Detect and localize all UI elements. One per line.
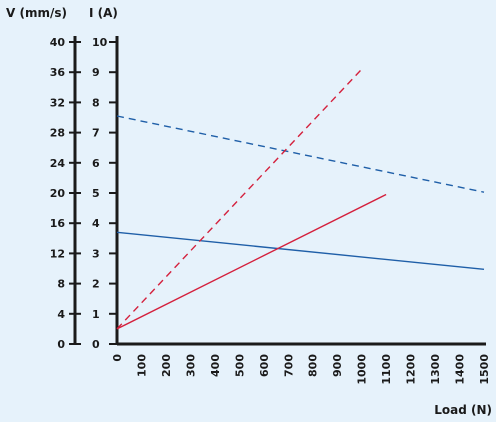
y-right-axis-title: I (A) bbox=[89, 6, 118, 20]
y-left-tick-label: 16 bbox=[50, 217, 66, 230]
y-left-tick-label: 12 bbox=[50, 247, 65, 260]
x-tick-label: 500 bbox=[233, 354, 246, 377]
y-right-tick-label: 3 bbox=[92, 247, 100, 260]
y-right-tick-label: 9 bbox=[92, 66, 100, 79]
y-left-tick-label: 4 bbox=[57, 308, 65, 321]
x-tick-label: 1100 bbox=[380, 354, 393, 385]
y-left-tick-label: 0 bbox=[57, 338, 65, 351]
y-right-tick-label: 0 bbox=[92, 338, 100, 351]
y-right-tick-label: 4 bbox=[92, 217, 100, 230]
y-left-tick-label: 32 bbox=[50, 96, 65, 109]
x-tick-label: 1300 bbox=[429, 354, 442, 385]
series-line-4 bbox=[116, 68, 363, 330]
x-tick-label: 1500 bbox=[478, 354, 491, 385]
y-left-tick-label: 8 bbox=[57, 278, 65, 291]
y-right-tick-label: 5 bbox=[92, 187, 100, 200]
y-left-tick-label: 40 bbox=[50, 36, 66, 49]
x-axis: 0 100 200 300 400 500 600 700 800 900 1000 1100 1200… bbox=[111, 342, 491, 385]
y-right-tick-label: 10 bbox=[92, 36, 108, 49]
x-tick-label: 800 bbox=[307, 354, 320, 377]
x-tick-label: 0 bbox=[111, 354, 124, 362]
y-left-tick-label: 28 bbox=[50, 127, 65, 140]
x-tick-label: 100 bbox=[135, 354, 148, 377]
series-line-2 bbox=[116, 115, 485, 193]
x-tick-label: 200 bbox=[160, 354, 173, 377]
x-tick-label: 1000 bbox=[356, 354, 369, 385]
y-left-tick-label: 36 bbox=[50, 66, 66, 79]
y-right-tick-label: 1 bbox=[92, 308, 100, 321]
series-line-3 bbox=[116, 193, 387, 330]
x-axis-title: Load (N) bbox=[434, 403, 492, 417]
y-right-tick-label: 6 bbox=[92, 157, 100, 170]
y-left-tick-label: 24 bbox=[50, 157, 66, 170]
y-right-tick-label: 2 bbox=[92, 278, 100, 291]
x-tick-label: 300 bbox=[184, 354, 197, 377]
series-line-1 bbox=[116, 231, 485, 270]
x-tick-label: 600 bbox=[258, 354, 271, 377]
y-right-tick-label: 8 bbox=[92, 96, 100, 109]
y-right-axis: 0 1 2 3 4 5 6 7 8 9 10 bbox=[92, 36, 119, 351]
y-right-tick-label: 7 bbox=[92, 127, 100, 140]
x-tick-label: 1400 bbox=[454, 354, 467, 385]
x-tick-label: 1200 bbox=[405, 354, 418, 385]
plot-series bbox=[116, 68, 485, 330]
x-tick-label: 700 bbox=[282, 354, 295, 377]
y-left-tick-label: 20 bbox=[50, 187, 66, 200]
x-tick-label: 400 bbox=[209, 354, 222, 377]
x-tick-label: 900 bbox=[331, 354, 344, 377]
y-left-axis-title: V (mm/s) bbox=[6, 6, 67, 20]
y-left-axis: 0 4 8 12 16 20 24 28 32 36 40 bbox=[50, 36, 81, 351]
